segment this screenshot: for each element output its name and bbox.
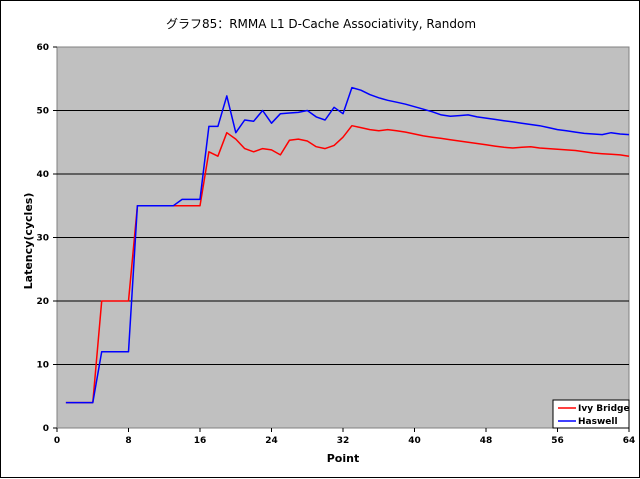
x-tick-label: 8 <box>125 436 131 446</box>
series-lines <box>65 86 630 404</box>
x-axis-ticks: 0 8 16 24 32 40 48 56 64 <box>54 428 635 446</box>
chart-title: グラフ85：RMMA L1 D-Cache Associativity, Ran… <box>166 17 476 31</box>
y-tick-label: 50 <box>36 107 49 117</box>
legend-box <box>552 399 630 429</box>
x-tick-label: 16 <box>194 436 207 446</box>
legend-label-haswell: Haswell <box>578 417 618 427</box>
y-tick-label: 30 <box>36 234 49 244</box>
legend-label-ivy-bridge: Ivy Bridge <box>578 404 630 414</box>
y-tick-label: 20 <box>36 297 49 307</box>
y-tick-label: 60 <box>36 43 49 53</box>
x-tick-label: 48 <box>480 436 493 446</box>
gridlines <box>57 110 629 365</box>
series-line-haswell <box>65 86 630 404</box>
y-axis-ticks: 0 10 20 30 40 50 60 <box>36 43 57 434</box>
x-tick-label: 56 <box>551 436 564 446</box>
y-axis-label: Latency(cycles) <box>22 193 35 290</box>
y-tick-label: 0 <box>43 424 49 434</box>
x-tick-label: 24 <box>265 436 278 446</box>
legend: Ivy Bridge Haswell <box>552 399 630 429</box>
x-tick-label: 40 <box>408 436 421 446</box>
x-tick-label: 0 <box>54 436 60 446</box>
x-axis-label: Point <box>327 452 359 465</box>
x-tick-label: 32 <box>337 436 350 446</box>
y-tick-label: 40 <box>36 170 49 180</box>
y-tick-label: 10 <box>36 361 49 371</box>
x-tick-label: 64 <box>623 436 636 446</box>
